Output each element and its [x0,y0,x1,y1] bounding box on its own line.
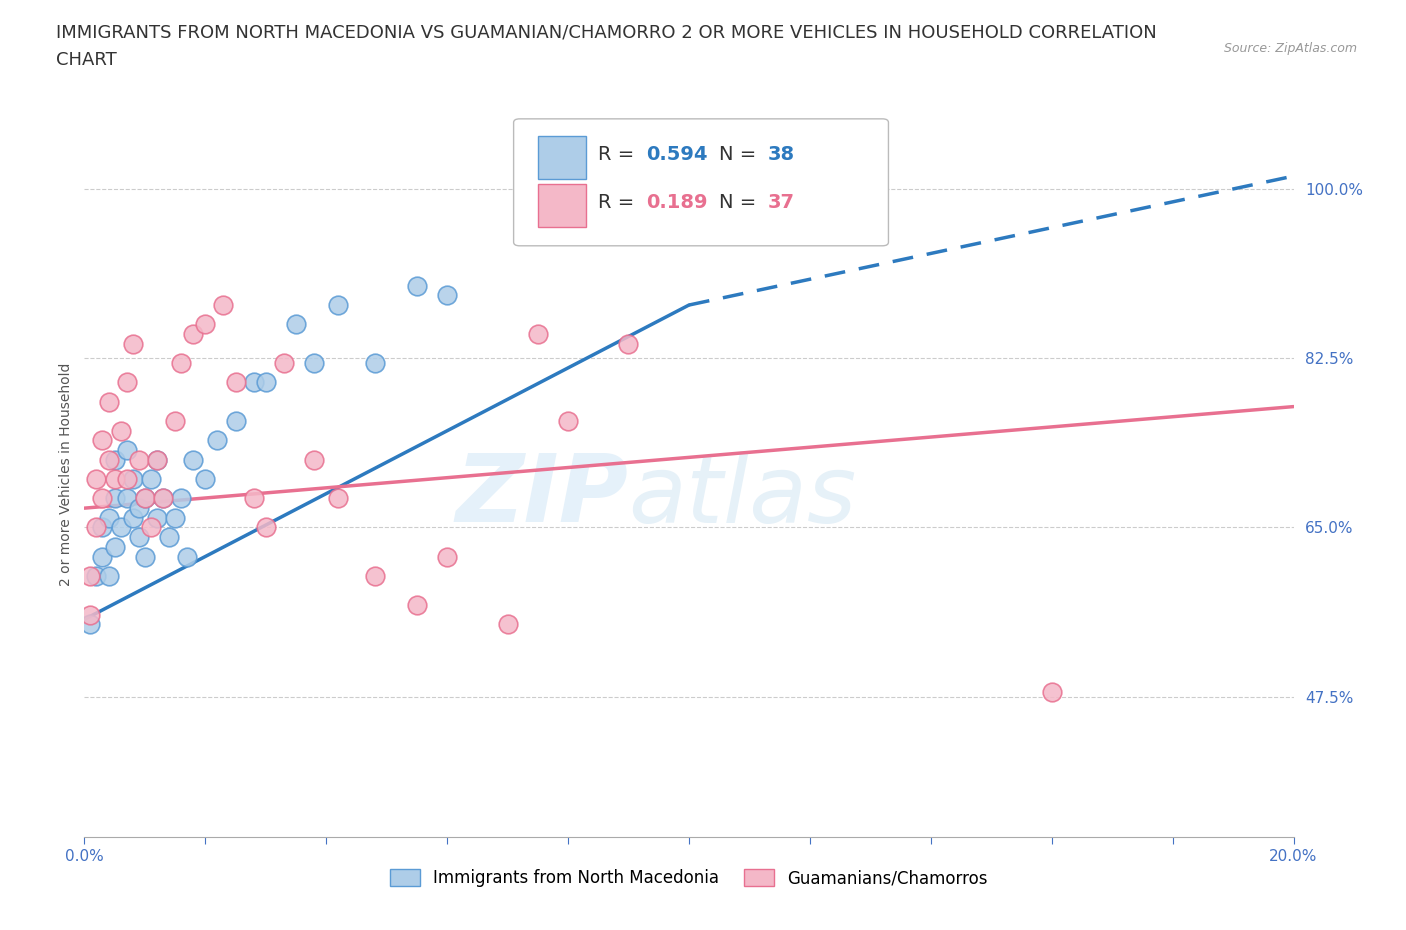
Point [91,520,114,535]
Point [152,491,174,506]
Point [212,298,235,312]
FancyBboxPatch shape [538,184,586,227]
Point [128,530,150,545]
Point [134,549,156,564]
Point [302,355,325,370]
Legend: Immigrants from North Macedonia, Guamanians/Chamorros: Immigrants from North Macedonia, Guamani… [384,862,994,894]
Point [165,414,187,429]
Point [194,472,217,486]
Point [104,491,127,506]
Y-axis label: 2 or more Vehicles in Household: 2 or more Vehicles in Household [59,363,73,586]
Point [97,452,120,467]
Point [97,568,120,583]
Point [104,452,127,467]
Point [496,617,519,631]
Point [170,491,193,506]
Point [225,375,247,390]
Point [104,472,127,486]
Point [91,549,114,564]
Point [406,597,429,612]
Point [254,375,277,390]
Text: 0.189: 0.189 [647,193,709,212]
Point [363,355,385,370]
Point [79,607,101,622]
Point [285,317,308,332]
Point [181,452,204,467]
Text: 38: 38 [768,145,794,165]
Point [302,452,325,467]
Point [79,568,101,583]
FancyBboxPatch shape [538,136,586,179]
Point [181,326,204,341]
Point [97,511,120,525]
Point [157,530,180,545]
Point [363,568,385,583]
Point [176,549,198,564]
Point [91,491,114,506]
Text: R =: R = [599,193,641,212]
FancyBboxPatch shape [513,119,889,246]
Point [128,452,150,467]
Text: 0.594: 0.594 [647,145,709,165]
Point [110,520,132,535]
Point [273,355,295,370]
Point [121,337,143,352]
Text: atlas: atlas [628,450,856,541]
Point [115,375,138,390]
Point [617,337,640,352]
Text: ZIP: ZIP [456,450,628,542]
Point [328,298,350,312]
Point [121,472,143,486]
Point [146,452,169,467]
Text: N =: N = [720,193,762,212]
Point [242,491,264,506]
Point [110,423,132,438]
Point [1040,684,1063,699]
Text: N =: N = [720,145,762,165]
Point [139,520,162,535]
Text: CHART: CHART [56,51,117,69]
Point [104,539,127,554]
Point [97,394,120,409]
Point [557,414,579,429]
Point [165,511,187,525]
Point [115,443,138,458]
Point [134,491,156,506]
Point [146,511,169,525]
Point [91,433,114,448]
Point [86,472,108,486]
Point [139,472,162,486]
Point [152,491,174,506]
Point [79,617,101,631]
Point [194,317,217,332]
Point [134,491,156,506]
Point [527,326,550,341]
Point [242,375,264,390]
Text: Source: ZipAtlas.com: Source: ZipAtlas.com [1223,42,1357,55]
Point [436,288,458,303]
Point [254,520,277,535]
Point [406,278,429,293]
Text: IMMIGRANTS FROM NORTH MACEDONIA VS GUAMANIAN/CHAMORRO 2 OR MORE VEHICLES IN HOUS: IMMIGRANTS FROM NORTH MACEDONIA VS GUAMA… [56,23,1157,41]
Point [328,491,350,506]
Point [86,520,108,535]
Point [115,472,138,486]
Point [207,433,229,448]
Text: 37: 37 [768,193,794,212]
Point [170,355,193,370]
Point [121,511,143,525]
Point [128,500,150,515]
Point [436,549,458,564]
Point [115,491,138,506]
Text: R =: R = [599,145,641,165]
Point [225,414,247,429]
Point [86,568,108,583]
Point [146,452,169,467]
